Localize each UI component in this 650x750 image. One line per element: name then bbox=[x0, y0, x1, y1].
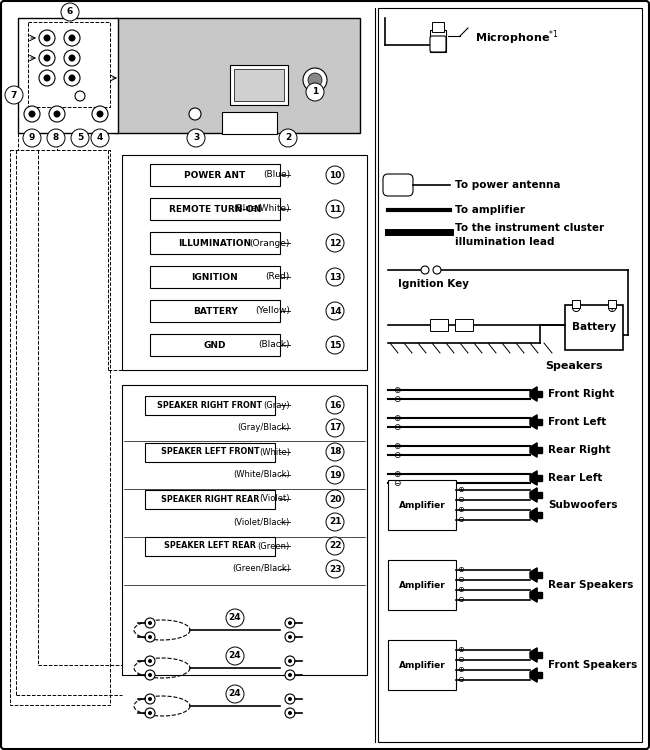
Bar bbox=[537, 447, 541, 453]
Circle shape bbox=[68, 34, 75, 41]
Bar bbox=[430, 30, 446, 52]
Text: $\oplus$: $\oplus$ bbox=[606, 302, 618, 316]
Circle shape bbox=[326, 302, 344, 320]
Circle shape bbox=[145, 656, 155, 666]
Circle shape bbox=[75, 91, 85, 101]
Circle shape bbox=[71, 129, 89, 147]
Circle shape bbox=[64, 70, 80, 86]
Circle shape bbox=[49, 106, 65, 122]
Circle shape bbox=[68, 74, 75, 82]
Bar bbox=[378, 8, 642, 742]
Bar bbox=[230, 65, 288, 105]
Text: 7: 7 bbox=[11, 91, 17, 100]
Circle shape bbox=[145, 694, 155, 704]
Circle shape bbox=[433, 266, 441, 274]
Text: Rear Speakers: Rear Speakers bbox=[548, 580, 633, 590]
Bar bbox=[234, 69, 284, 101]
Text: SPEAKER RIGHT FRONT: SPEAKER RIGHT FRONT bbox=[157, 400, 263, 410]
Text: $\oplus$: $\oplus$ bbox=[393, 469, 402, 479]
Text: Amplifier: Amplifier bbox=[398, 661, 445, 670]
Text: (Black): (Black) bbox=[259, 340, 290, 350]
Bar bbox=[150, 164, 280, 186]
Text: (White/Black): (White/Black) bbox=[233, 470, 290, 479]
Text: $\ominus$: $\ominus$ bbox=[393, 450, 402, 460]
Text: $\oplus$: $\oplus$ bbox=[457, 506, 465, 515]
Bar bbox=[388, 560, 456, 610]
Circle shape bbox=[326, 443, 344, 461]
Text: Ignition Key: Ignition Key bbox=[398, 279, 469, 289]
Text: 24: 24 bbox=[229, 689, 241, 698]
Text: (Blue/White): (Blue/White) bbox=[233, 205, 290, 214]
Text: 18: 18 bbox=[329, 448, 341, 457]
Polygon shape bbox=[530, 415, 537, 429]
Circle shape bbox=[226, 609, 244, 627]
Bar bbox=[537, 492, 541, 498]
Bar bbox=[537, 512, 541, 517]
Text: 5: 5 bbox=[77, 134, 83, 142]
Text: To the instrument cluster: To the instrument cluster bbox=[455, 223, 604, 233]
Circle shape bbox=[39, 70, 55, 86]
Text: illumination lead: illumination lead bbox=[455, 237, 554, 247]
Circle shape bbox=[23, 129, 41, 147]
Circle shape bbox=[421, 266, 429, 274]
Text: Rear Left: Rear Left bbox=[548, 473, 603, 483]
Circle shape bbox=[226, 685, 244, 703]
Text: (Blue): (Blue) bbox=[263, 170, 290, 179]
Circle shape bbox=[303, 68, 327, 92]
Text: $\oplus$: $\oplus$ bbox=[457, 646, 465, 655]
Polygon shape bbox=[530, 568, 537, 582]
Text: 20: 20 bbox=[329, 494, 341, 503]
Circle shape bbox=[145, 618, 155, 628]
Circle shape bbox=[288, 673, 292, 677]
Circle shape bbox=[288, 635, 292, 639]
Text: $\oplus$: $\oplus$ bbox=[393, 413, 402, 423]
Bar bbox=[122, 385, 367, 675]
Circle shape bbox=[44, 74, 51, 82]
Text: Amplifier: Amplifier bbox=[398, 580, 445, 590]
Text: POWER ANT: POWER ANT bbox=[185, 170, 246, 179]
Bar bbox=[537, 476, 541, 481]
Text: 2: 2 bbox=[285, 134, 291, 142]
Circle shape bbox=[148, 635, 152, 639]
Text: 21: 21 bbox=[329, 518, 341, 526]
Text: 23: 23 bbox=[329, 565, 341, 574]
Bar bbox=[537, 592, 541, 598]
Text: BATTERY: BATTERY bbox=[192, 307, 237, 316]
Bar bbox=[388, 480, 456, 530]
Text: 16: 16 bbox=[329, 400, 341, 410]
Polygon shape bbox=[530, 668, 537, 682]
Polygon shape bbox=[530, 508, 537, 522]
Bar bbox=[115, 18, 360, 133]
Circle shape bbox=[44, 34, 51, 41]
Text: 9: 9 bbox=[29, 134, 35, 142]
Text: (Red): (Red) bbox=[266, 272, 290, 281]
Text: $\ominus$: $\ominus$ bbox=[393, 394, 402, 404]
Polygon shape bbox=[530, 588, 537, 602]
Text: (Gray/Black): (Gray/Black) bbox=[238, 424, 290, 433]
Circle shape bbox=[44, 55, 51, 62]
Circle shape bbox=[326, 490, 344, 508]
Circle shape bbox=[92, 106, 108, 122]
Text: (Yellow): (Yellow) bbox=[255, 307, 290, 316]
Circle shape bbox=[64, 50, 80, 66]
Text: 14: 14 bbox=[329, 307, 341, 316]
Circle shape bbox=[285, 618, 295, 628]
Text: (Green): (Green) bbox=[258, 542, 290, 550]
Circle shape bbox=[96, 110, 103, 118]
Text: $\ominus$: $\ominus$ bbox=[457, 515, 465, 524]
Text: 6: 6 bbox=[67, 8, 73, 16]
Circle shape bbox=[145, 708, 155, 718]
Circle shape bbox=[326, 234, 344, 252]
Circle shape bbox=[288, 621, 292, 625]
Text: To amplifier: To amplifier bbox=[455, 205, 525, 215]
Bar bbox=[222, 112, 277, 134]
Text: 8: 8 bbox=[53, 134, 59, 142]
Bar bbox=[430, 319, 448, 331]
Text: $\ominus$: $\ominus$ bbox=[457, 676, 465, 685]
Text: (Violet/Black): (Violet/Black) bbox=[234, 518, 290, 526]
Circle shape bbox=[326, 268, 344, 286]
Circle shape bbox=[24, 106, 40, 122]
Text: To power antenna: To power antenna bbox=[455, 180, 560, 190]
Circle shape bbox=[145, 632, 155, 642]
